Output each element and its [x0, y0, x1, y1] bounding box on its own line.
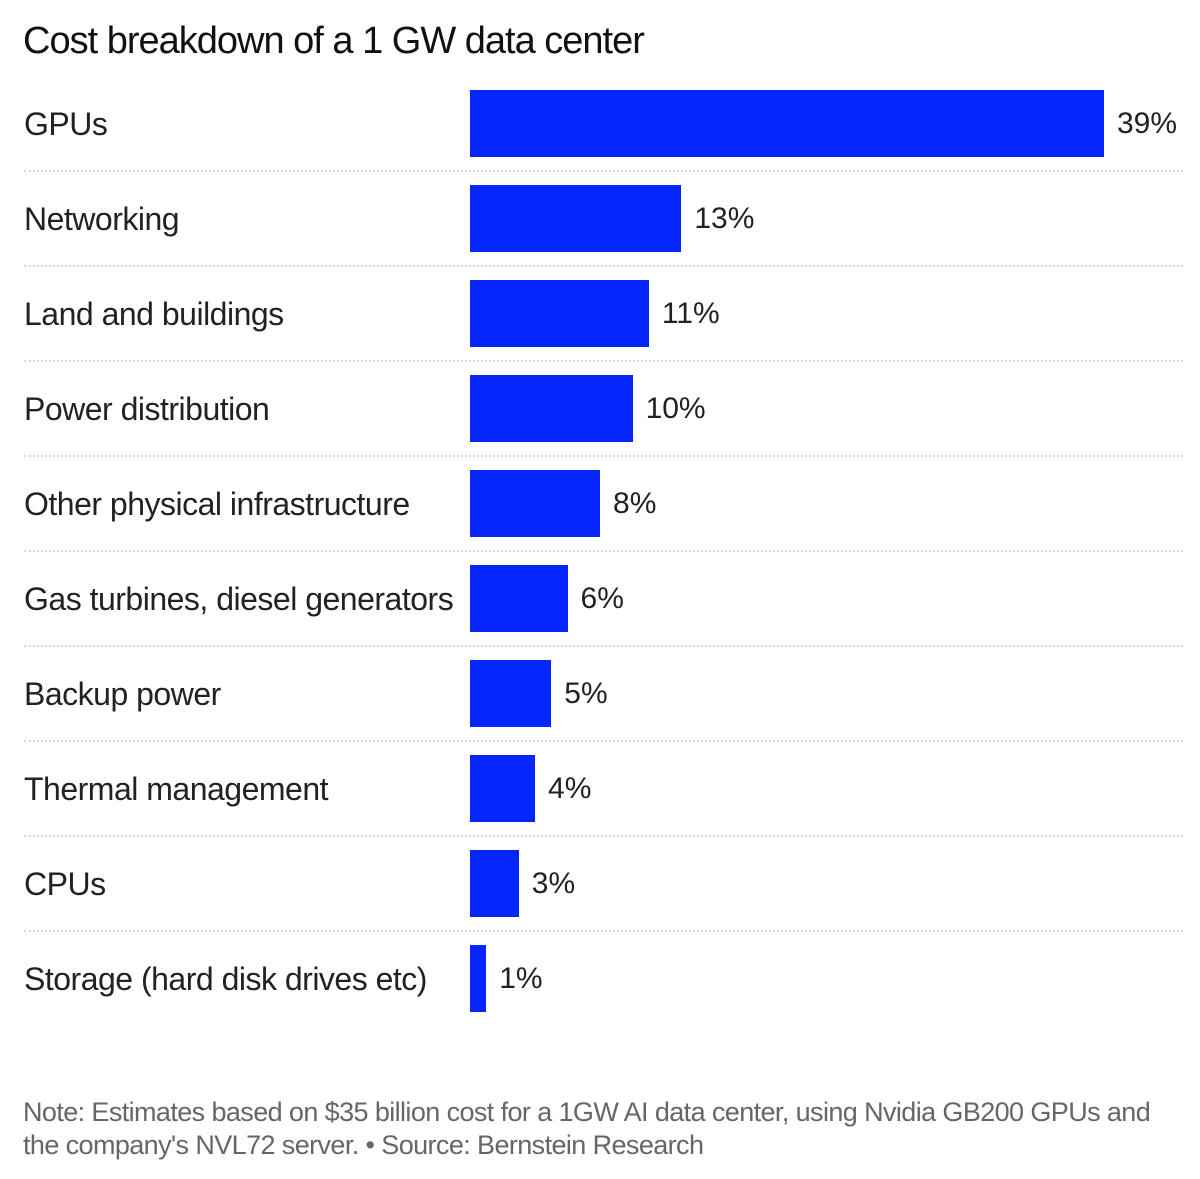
bar-chart: GPUs 39% Networking 13% Land and buildings 11… — [24, 77, 1183, 1025]
bar — [470, 185, 682, 252]
value-label: 4% — [548, 771, 592, 805]
value-label: 1% — [499, 961, 543, 995]
bar-row: GPUs 39% — [24, 77, 1183, 172]
value-label: 3% — [531, 866, 576, 900]
bar — [470, 90, 1104, 157]
chart-title: Cost breakdown of a 1 GW data center — [23, 20, 645, 62]
category-label: Networking — [24, 200, 180, 237]
category-label: Other physical infrastructure — [24, 485, 410, 522]
bar-track: 4% — [470, 755, 1183, 822]
category-label: Power distribution — [24, 390, 270, 427]
bar-row: Other physical infrastructure 8% — [24, 457, 1183, 552]
bar-row: Networking 13% — [24, 172, 1183, 267]
bar-track: 8% — [470, 470, 1183, 537]
bar-track: 11% — [470, 280, 1183, 347]
bar-row: Power distribution 10% — [24, 362, 1183, 457]
bar-row: Land and buildings 11% — [24, 267, 1183, 362]
bar — [470, 470, 601, 537]
bar-track: 5% — [470, 660, 1183, 727]
bar-track: 13% — [470, 185, 1183, 252]
bar-row: Storage (hard disk drives etc) 1% — [24, 932, 1183, 1025]
value-label: 10% — [645, 391, 706, 425]
bar-track: 10% — [470, 375, 1183, 442]
category-label: GPUs — [24, 105, 108, 142]
bar-track: 39% — [470, 90, 1183, 157]
bar — [470, 280, 649, 347]
bar-track: 6% — [470, 565, 1183, 632]
value-label: 13% — [694, 201, 755, 235]
category-label: CPUs — [24, 865, 106, 902]
bar-row: Gas turbines, diesel generators 6% — [24, 552, 1183, 647]
bar-row: Thermal management 4% — [24, 742, 1183, 837]
category-label: Storage (hard disk drives etc) — [24, 960, 427, 997]
bar-track: 3% — [470, 850, 1183, 917]
category-label: Thermal management — [24, 770, 329, 807]
value-label: 8% — [613, 486, 657, 520]
bar — [470, 565, 568, 632]
bar — [470, 755, 536, 822]
bar-row: CPUs 3% — [24, 837, 1183, 932]
value-label: 11% — [661, 296, 720, 330]
value-label: 5% — [564, 676, 608, 710]
bar — [470, 375, 633, 442]
bar-row: Backup power 5% — [24, 647, 1183, 742]
value-label: 39% — [1117, 106, 1178, 140]
bar-track: 1% — [470, 945, 1183, 1012]
category-label: Gas turbines, diesel generators — [24, 580, 454, 617]
bar — [470, 660, 552, 727]
bar — [470, 945, 487, 1012]
category-label: Land and buildings — [24, 295, 284, 332]
value-label: 6% — [580, 581, 624, 615]
category-label: Backup power — [24, 675, 221, 712]
chart-note: Note: Estimates based on $35 billion cos… — [23, 1097, 1151, 1160]
bar — [470, 850, 519, 917]
